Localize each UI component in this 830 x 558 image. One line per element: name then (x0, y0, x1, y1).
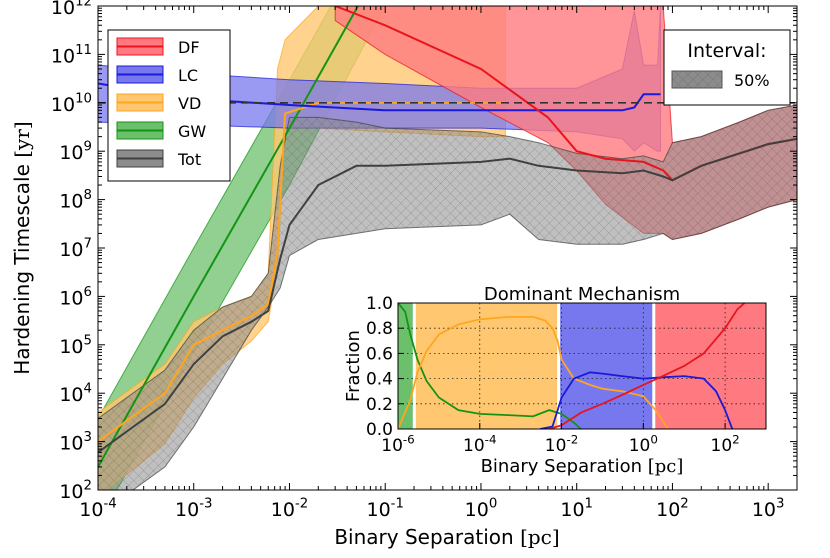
median-line-gw (98, 6, 360, 468)
main-y-tick-label: 106 (59, 285, 92, 310)
inset-x-tick-label: 100 (629, 432, 658, 456)
legend-label-df: DF (178, 38, 200, 57)
main-x-ticks: 10-4 10-3 10-2 10-1 100 101 102 103 (79, 6, 798, 521)
interval-legend-swatch-hatch (672, 71, 722, 88)
main-series-bands (98, 6, 797, 490)
band-tot-hatch (98, 105, 797, 490)
main-x-tick-label: 102 (656, 496, 689, 521)
inset-y-tick-label: 0.8 (366, 319, 393, 339)
inset-x-tick-label: 10-4 (463, 432, 497, 456)
inset-dominance-bands (398, 303, 766, 429)
inset-y-tick-label: 0.2 (366, 395, 393, 415)
dominance-band-vd (414, 303, 559, 429)
main-y-tick-label: 104 (59, 382, 92, 407)
inset-y-tick-label: 0.6 (366, 344, 393, 364)
inset-x-axis-label-unit: [pc] (648, 456, 684, 477)
main-x-axis-label-unit: [pc] (520, 525, 560, 549)
inset-plot-frame (397, 302, 767, 430)
inset-x-axis-label: Binary Separation [pc] (481, 456, 684, 477)
interval-legend-label: 50% (734, 71, 770, 90)
dominance-band-df (653, 303, 766, 429)
inset-y-ticks: 0.0 0.2 0.4 0.6 0.8 1.0 (366, 294, 404, 440)
inset-x-tick-label: 102 (711, 432, 740, 456)
main-x-axis-label: Binary Separation [pc] (334, 525, 559, 549)
main-y-tick-label: 107 (59, 236, 92, 261)
inset-y-tick-label: 1.0 (366, 294, 393, 314)
inset-y-tick-label: 0.0 (366, 420, 393, 440)
legend-label-vd: VD (178, 94, 201, 113)
main-x-tick-label: 100 (465, 496, 498, 521)
main-y-tick-label: 1010 (51, 91, 92, 116)
inset-y-tick-label: 0.4 (366, 370, 393, 390)
inset-line-gw (398, 303, 582, 429)
main-x-tick-label: 10-4 (79, 496, 116, 521)
legend-label-lc: LC (178, 66, 198, 85)
inset-line-vd (398, 316, 669, 429)
inset-x-ticks: 10-6 10-4 10-2 100 102 (381, 423, 740, 456)
main-y-tick-label: 109 (59, 140, 92, 165)
main-y-ticks: 102 103 104 105 106 107 108 109 1010 1011 1012 (51, 0, 797, 503)
series-legend: DF LC VD GW Tot (107, 29, 231, 182)
inset-title: Dominant Mechanism (484, 284, 680, 305)
inset-line-lc (540, 371, 734, 429)
inset-x-tick-label: 10-2 (545, 432, 579, 456)
interval-legend-title: Interval: (687, 40, 766, 62)
main-x-tick-label: 10-2 (271, 496, 308, 521)
main-x-axis-label-text: Binary Separation (334, 525, 513, 549)
legend-label-tot: Tot (177, 150, 201, 169)
interval-legend: Interval: 50% (663, 29, 791, 106)
inset-x-tick-label: 10-6 (381, 432, 415, 456)
main-y-tick-label: 1012 (51, 0, 92, 19)
inset-y-axis-label: Fraction (343, 330, 364, 402)
dominance-band-lc (558, 303, 654, 429)
interval-legend-box (663, 29, 791, 106)
main-x-tick-label: 10-3 (175, 496, 212, 521)
legend-label-gw: GW (178, 122, 206, 141)
main-y-axis-label-unit: [yr] (10, 121, 34, 157)
inset-x-axis-label-text: Binary Separation (481, 456, 642, 477)
main-y-tick-label: 108 (59, 188, 92, 213)
main-x-tick-label: 10-1 (366, 496, 403, 521)
main-x-tick-label: 103 (752, 496, 785, 521)
main-y-tick-label: 105 (59, 333, 92, 358)
inset-line-df (548, 303, 746, 429)
main-y-tick-label: 1011 (51, 43, 92, 68)
median-line-tot (98, 137, 797, 454)
main-y-axis-label: Hardening Timescale [yr] (10, 121, 34, 374)
main-x-tick-label: 101 (560, 496, 593, 521)
main-y-tick-label: 102 (59, 478, 92, 503)
inset-series-lines (398, 303, 746, 429)
main-y-axis-label-text: Hardening Timescale (10, 164, 34, 375)
main-y-tick-label: 103 (59, 430, 92, 455)
